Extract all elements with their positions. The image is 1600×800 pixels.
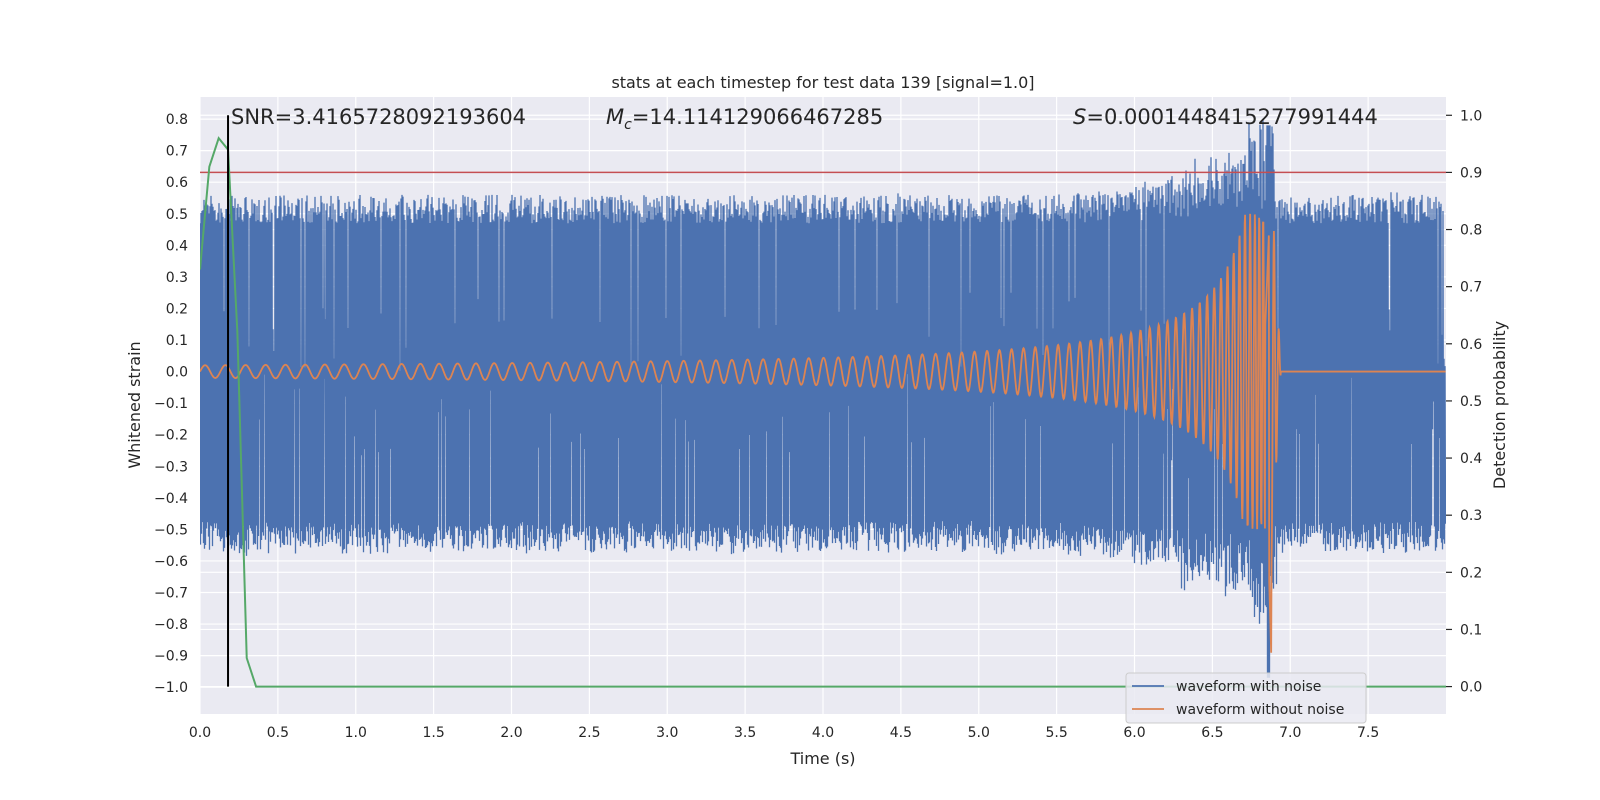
x-tick-label: 3.0 [656,725,678,741]
y-tick-label: 0.4 [166,238,188,254]
y-tick-label: 0.5 [166,207,188,223]
x-axis-label: Time (s) [789,749,855,768]
y2-tick-label: 0.4 [1460,451,1482,467]
s-value: =0.0001448415277991444 [1086,105,1378,129]
x-tick-label: 2.0 [500,725,522,741]
y2-tick-label: 0.7 [1460,280,1482,296]
chirp-mass-symbol: M [606,105,624,129]
y-tick-label: 0.8 [166,112,188,128]
x-tick-label: 5.5 [1045,725,1067,741]
y-axis-label: Whitened strain [125,341,144,468]
detection-probability-line [200,136,1446,688]
y2-tick-label: 0.0 [1460,680,1482,696]
x-tick-label: 1.0 [345,725,367,741]
x-tick-label: 7.5 [1357,725,1379,741]
waveform-with-noise-line [200,120,1446,678]
y-tick-label: −0.4 [154,491,188,507]
y-tick-label: −0.1 [154,396,188,412]
x-tick-label: 4.0 [812,725,834,741]
y-tick-label: −0.2 [154,428,188,444]
y2-tick-label: 0.9 [1460,165,1482,181]
y2-tick-label: 0.6 [1460,337,1482,353]
y-tick-label: −0.5 [154,522,188,538]
y-tick-label: 0.3 [166,270,188,286]
chirp-mass-value: =14.114129066467285 [632,105,883,129]
y-tick-label: 0.0 [166,365,188,381]
y2-tick-label: 1.0 [1460,108,1482,124]
chirp-mass-subscript: c [624,117,632,133]
x-tick-label: 5.0 [968,725,990,741]
x-tick-label: 0.5 [267,725,289,741]
y-tick-label: −0.9 [154,649,188,665]
y-tick-label: −0.3 [154,459,188,475]
legend-box [1125,672,1367,724]
y-tick-label: −0.7 [154,585,188,601]
x-tick-label: 2.5 [578,725,600,741]
y-axis-ticks: 0.8 0.7 0.6 0.5 0.4 0.3 0.2 0.1 0.0 −0.1 −0.2 −0.3 −… [154,112,188,696]
legend-label-clean: waveform without noise [1176,702,1344,718]
x-tick-label: 7.0 [1279,725,1301,741]
y-tick-label: −1.0 [154,680,188,696]
waveform-without-noise-line [200,213,1446,653]
x-tick-label: 6.5 [1201,725,1223,741]
y-tick-label: 0.1 [166,333,188,349]
y2-axis-label: Detection probability [1490,321,1509,489]
snr-annotation: SNR=3.4165728092193604 [231,105,526,129]
chart-title: stats at each timestep for test data 139… [611,73,1034,92]
legend: waveform with noise waveform without noi… [1125,672,1367,724]
y2-tick-label: 0.1 [1460,622,1482,638]
chirp-mass-annotation: Mc=14.114129066467285 [606,105,883,133]
y2-tick-label: 0.8 [1460,223,1482,239]
y-tick-label: −0.6 [154,554,188,570]
x-tick-label: 3.5 [734,725,756,741]
y-tick-label: −0.8 [154,617,188,633]
y2-tick-label: 0.3 [1460,508,1482,524]
x-axis-ticks: 0.0 0.5 1.0 1.5 2.0 2.5 3.0 3.5 4.0 4.5 5.0 5.5 6.0 6… [189,725,1379,741]
x-tick-label: 1.5 [422,725,444,741]
legend-label-noise: waveform with noise [1176,679,1321,695]
x-tick-label: 4.5 [890,725,912,741]
y2-axis-ticks: 1.0 0.9 0.8 0.7 0.6 0.5 0.4 0.3 0.2 0.1 0.0 [1446,108,1482,696]
s-annotation: S=0.0001448415277991444 [1073,105,1378,129]
y2-tick-label: 0.2 [1460,565,1482,581]
y-tick-label: 0.2 [166,301,188,317]
y-tick-label: 0.6 [166,175,188,191]
x-tick-label: 0.0 [189,725,211,741]
x-tick-label: 6.0 [1123,725,1145,741]
y2-tick-label: 0.5 [1460,394,1482,410]
y-tick-label: 0.7 [166,144,188,160]
s-symbol: S [1073,105,1086,129]
